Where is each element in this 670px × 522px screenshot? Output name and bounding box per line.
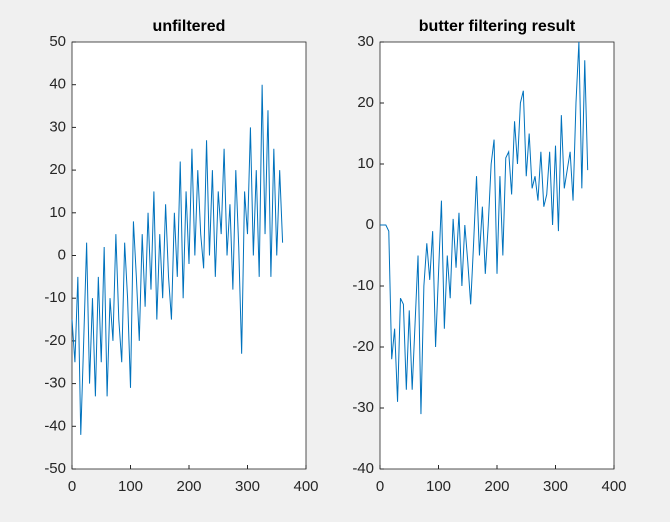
- x-tick-label: 400: [601, 478, 626, 495]
- x-tick-label: 400: [293, 478, 318, 495]
- data-line: [71, 84, 284, 435]
- chart-title: butter filtering result: [419, 18, 576, 35]
- y-tick-label: -30: [352, 399, 374, 416]
- x-tick-label: 200: [176, 478, 201, 495]
- y-tick-label: 30: [49, 118, 66, 135]
- y-tick-label: 20: [357, 94, 374, 111]
- x-tick-label: 100: [426, 478, 451, 495]
- y-tick-label: -50: [44, 460, 66, 477]
- y-tick-label: -40: [44, 417, 66, 434]
- y-tick-label: -10: [44, 289, 66, 306]
- x-tick-label: 100: [118, 478, 143, 495]
- chart-title: unfiltered: [153, 18, 226, 35]
- y-tick-label: -30: [44, 375, 66, 392]
- y-tick-label: 40: [49, 76, 66, 93]
- y-tick-label: 0: [366, 216, 374, 233]
- x-tick-label: 0: [68, 478, 76, 495]
- y-tick-label: 50: [49, 33, 66, 50]
- x-tick-label: 200: [484, 478, 509, 495]
- y-tick-label: -10: [352, 277, 374, 294]
- y-tick-label: -20: [44, 332, 66, 349]
- x-tick-label: 300: [543, 478, 568, 495]
- y-tick-label: -40: [352, 460, 374, 477]
- y-tick-label: 30: [357, 33, 374, 50]
- y-tick-label: 0: [58, 246, 66, 263]
- x-tick-label: 0: [376, 478, 384, 495]
- y-tick-label: 10: [357, 155, 374, 172]
- y-tick-label: -20: [352, 338, 374, 355]
- y-tick-label: 20: [49, 161, 66, 178]
- x-tick-label: 300: [235, 478, 260, 495]
- y-tick-label: 10: [49, 204, 66, 221]
- data-line: [380, 41, 589, 415]
